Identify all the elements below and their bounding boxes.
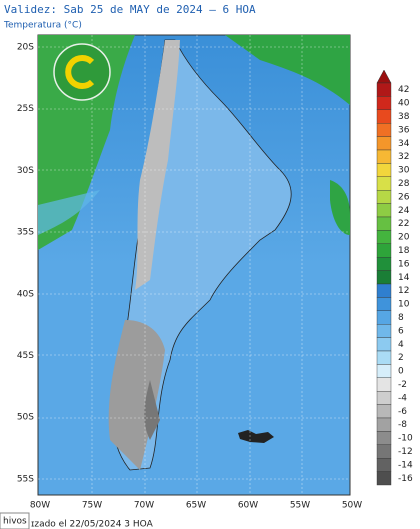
- lon-label: 50W: [342, 501, 362, 511]
- lat-label: 50S: [17, 413, 34, 423]
- subtitle: Temperatura (°C): [3, 21, 82, 31]
- lon-label: 60W: [238, 501, 258, 511]
- color-swatch: [376, 404, 392, 419]
- color-swatch: [376, 136, 392, 151]
- legend-label: 28: [398, 179, 410, 189]
- tab-label[interactable]: hivos: [3, 517, 27, 527]
- legend-label: 0: [398, 367, 404, 377]
- color-swatch: [376, 176, 392, 191]
- color-swatch: [376, 471, 392, 486]
- color-swatch: [376, 391, 392, 405]
- legend-label: 10: [398, 300, 410, 310]
- color-swatch: [376, 377, 392, 392]
- lon-label: 80W: [30, 501, 50, 511]
- color-swatch: [376, 337, 392, 352]
- legend-label: 24: [398, 206, 410, 216]
- title: Validez: Sab 25 de MAY de 2024 — 6 HOA: [4, 3, 256, 16]
- legend-label: 26: [398, 192, 410, 202]
- color-swatch: [376, 283, 392, 298]
- color-swatch: [376, 297, 392, 311]
- color-swatch: [376, 364, 392, 378]
- legend-label: 34: [398, 139, 410, 149]
- color-swatch: [376, 310, 392, 325]
- legend-label: 32: [398, 152, 409, 162]
- legend-label: -2: [398, 380, 407, 390]
- lat-label: 30S: [17, 166, 34, 176]
- lon-labels: 80W 75W 70W 65W 60W 55W 50W: [30, 501, 362, 511]
- legend-label: -14: [398, 460, 413, 470]
- lat-label: 25S: [17, 104, 34, 114]
- color-swatch: [376, 257, 392, 271]
- tab[interactable]: [0, 512, 30, 529]
- legend-label: 14: [398, 273, 410, 283]
- color-swatch: [376, 417, 392, 432]
- legend-label: 4: [398, 340, 404, 350]
- color-swatch: [376, 324, 392, 338]
- legend-label: -8: [398, 420, 407, 430]
- lon-label: 70W: [134, 501, 154, 511]
- legend-label: -16: [398, 474, 413, 484]
- legend-label: 6: [398, 326, 404, 336]
- lon-label: 55W: [290, 501, 310, 511]
- legend-label: 12: [398, 286, 409, 296]
- legend-label: -12: [398, 447, 413, 457]
- color-swatch: [376, 149, 392, 164]
- color-swatch: [376, 458, 392, 472]
- map: [37, 34, 351, 496]
- legend-label: 36: [398, 125, 410, 135]
- lat-label: 45S: [17, 351, 34, 361]
- color-swatch: [376, 122, 392, 137]
- lat-label: 35S: [17, 228, 34, 238]
- lat-label: 40S: [17, 289, 34, 299]
- legend-label: 38: [398, 112, 410, 122]
- color-swatch: [376, 350, 392, 365]
- color-swatch: [376, 444, 392, 459]
- legend-label: -6: [398, 407, 407, 417]
- legend-label: 22: [398, 219, 409, 229]
- color-swatch: [376, 96, 392, 111]
- legend-label: -4: [398, 393, 407, 403]
- legend-label: 16: [398, 259, 410, 269]
- lat-labels: 20S 25S 30S 35S 40S 45S 50S 55S: [17, 43, 34, 485]
- color-swatch: [376, 270, 392, 285]
- lon-label: 75W: [82, 501, 102, 511]
- lat-label: 55S: [17, 474, 34, 484]
- legend-label: 18: [398, 246, 410, 256]
- legend-label: 2: [398, 353, 404, 363]
- color-swatch: [376, 163, 392, 177]
- color-swatch: [376, 109, 392, 124]
- legend-label: 42: [398, 85, 409, 95]
- legend-label: 8: [398, 313, 404, 323]
- legend-label: 40: [398, 99, 410, 109]
- legend-label: 30: [398, 166, 410, 176]
- legend-label: -10: [398, 434, 413, 444]
- updated-note: ɪzado el 22/05/2024 3 HOA: [31, 520, 154, 529]
- color-swatch: [376, 82, 392, 97]
- color-swatch: [376, 230, 392, 244]
- color-swatch: [376, 203, 392, 218]
- colorbar: 424038363432302826242220181614121086420-…: [376, 69, 413, 486]
- color-swatch: [376, 189, 392, 204]
- color-swatch: [376, 216, 392, 231]
- lat-label: 20S: [17, 43, 34, 53]
- legend-label: 20: [398, 233, 410, 243]
- lon-label: 65W: [186, 501, 206, 511]
- color-swatch: [376, 243, 392, 258]
- color-swatch: [376, 431, 392, 445]
